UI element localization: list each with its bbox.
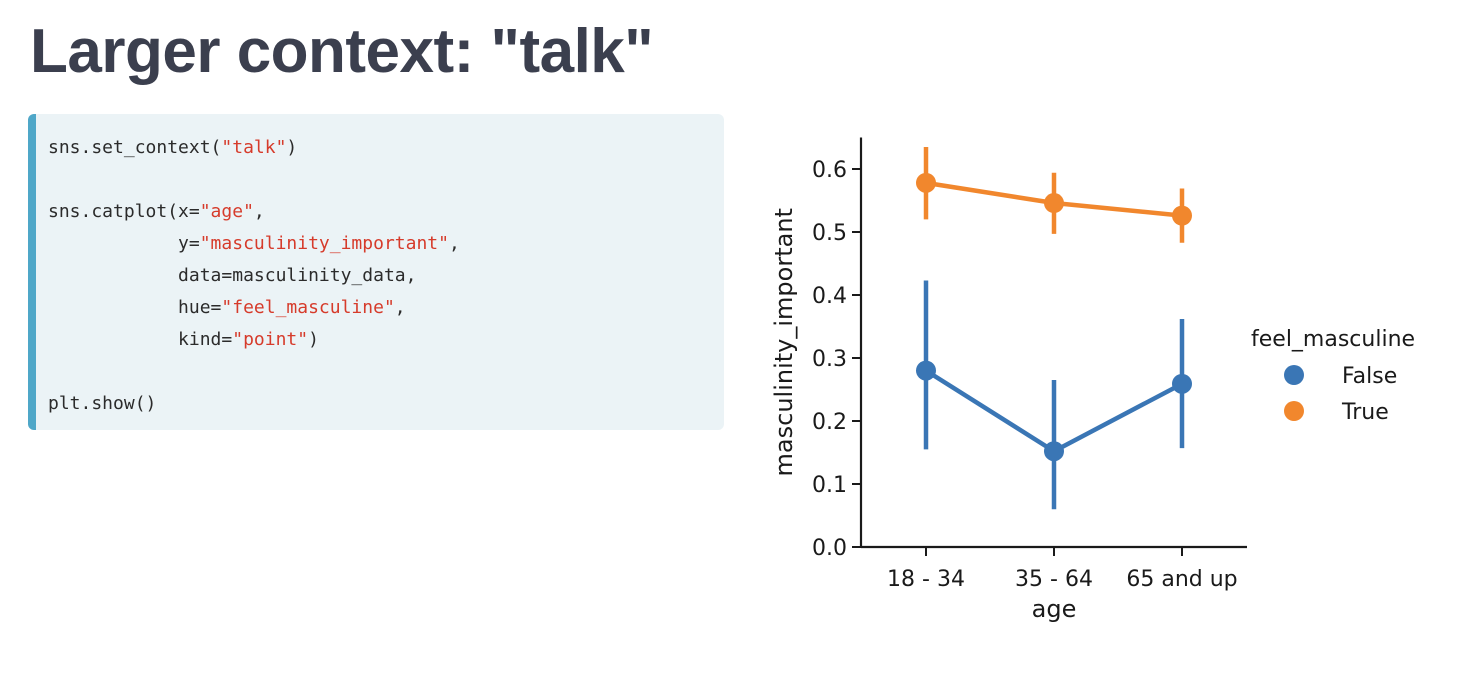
code-string: "feel_masculine": [221, 297, 395, 318]
code-line: sns.set_context("talk"): [48, 132, 724, 164]
data-point: [1172, 205, 1192, 226]
data-point: [1172, 373, 1192, 394]
data-point: [916, 172, 936, 193]
code-token: ,: [253, 201, 265, 222]
code-token: y=: [48, 233, 200, 254]
code-token: ,: [448, 233, 460, 254]
x-axis-label: age: [1032, 595, 1077, 623]
code-line: hue="feel_masculine",: [48, 292, 724, 324]
code-token: sns.catplot(x=: [48, 201, 200, 222]
y-tick-label: 0.5: [812, 221, 847, 246]
y-tick-label: 0.4: [812, 284, 847, 309]
code-line: kind="point"): [48, 324, 724, 356]
code-string: "age": [199, 201, 254, 222]
series-false: [916, 280, 1192, 510]
chart-marks: [916, 146, 1192, 510]
code-token: sns.set_context(: [48, 137, 222, 158]
code-line: data=masculinity_data,: [48, 260, 724, 292]
code-line: [48, 164, 724, 196]
code-string: "talk": [221, 137, 287, 158]
slide-title: Larger context: "talk": [30, 17, 654, 86]
y-tick-label: 0.0: [812, 536, 847, 561]
code-token: plt.show(): [48, 393, 157, 414]
y-tick-label: 0.1: [812, 473, 847, 498]
code-token: ,: [394, 297, 406, 318]
code-string: "masculinity_important": [199, 233, 449, 254]
y-tick-label: 0.2: [812, 410, 847, 435]
code-line: plt.show(): [48, 388, 724, 420]
code-token: ): [308, 329, 319, 350]
x-tick-label: 65 and up: [1126, 567, 1237, 592]
data-point: [916, 360, 936, 381]
legend-label: True: [1341, 400, 1389, 425]
y-axis-label: masculinity_important: [770, 208, 798, 476]
x-tick-label: 35 - 64: [1015, 567, 1093, 592]
series-true: [916, 146, 1192, 243]
point-plot: 0.0 0.1 0.2 0.3 0.4 0.5 0.6 18 - 34 35 - 64 65 an…: [770, 137, 1415, 623]
legend-marker: [1284, 365, 1304, 385]
legend-marker: [1284, 401, 1304, 421]
y-tick-label: 0.3: [812, 347, 847, 372]
code-string: "point": [232, 329, 309, 350]
code-line: y="masculinity_important",: [48, 228, 724, 260]
data-point: [1044, 441, 1064, 462]
legend-title: feel_masculine: [1251, 327, 1415, 352]
y-tick-label: 0.6: [812, 158, 847, 183]
code-token: data=masculinity_data,: [48, 265, 417, 286]
data-point: [1044, 193, 1064, 214]
code-token: kind=: [48, 329, 233, 350]
legend: feel_masculine False True: [1251, 327, 1415, 425]
code-token: ): [286, 137, 298, 158]
code-line: [48, 356, 724, 388]
code-block: sns.set_context("talk") sns.catplot(x="ag…: [28, 114, 724, 430]
code-token: hue=: [48, 297, 222, 318]
code-line: sns.catplot(x="age",: [48, 196, 724, 228]
axes: 0.0 0.1 0.2 0.3 0.4 0.5 0.6 18 - 34 35 - 64 65 an…: [770, 137, 1247, 623]
x-tick-label: 18 - 34: [887, 567, 965, 592]
legend-label: False: [1342, 364, 1397, 389]
